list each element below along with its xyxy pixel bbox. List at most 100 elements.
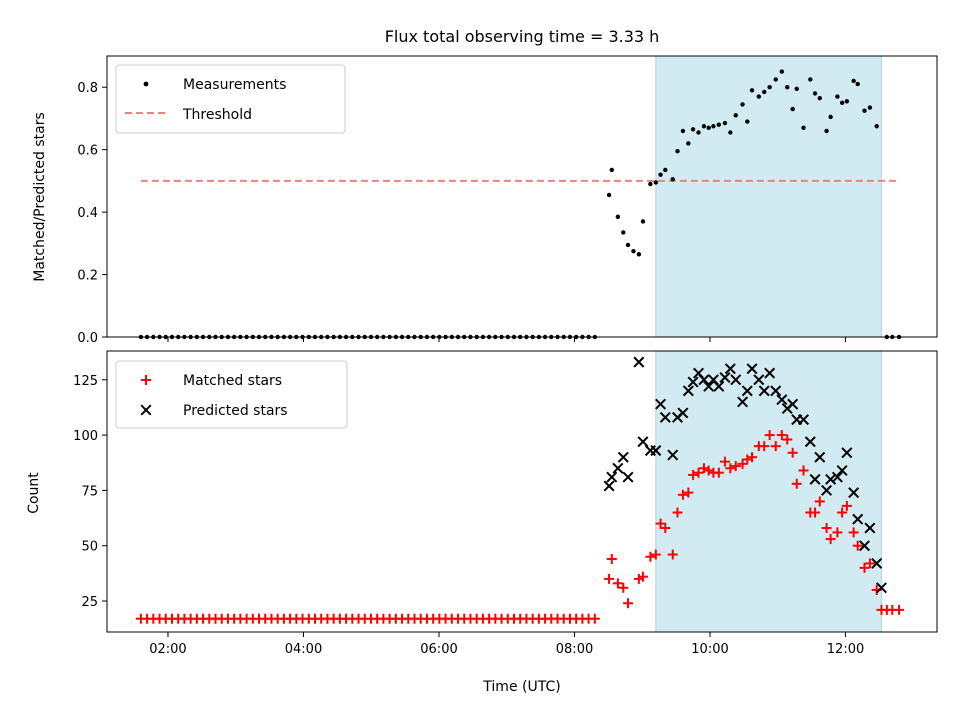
measurement-point <box>785 85 790 90</box>
predicted-star-point-b <box>831 471 843 483</box>
matched-star-point <box>791 478 802 489</box>
matched-star-point <box>848 527 859 538</box>
measurement-point <box>663 167 668 173</box>
matched-star-point <box>703 465 714 476</box>
matched-star-point <box>677 489 688 500</box>
predicted-star-point <box>737 396 749 408</box>
matched-star-point <box>698 463 709 474</box>
measurement-point <box>670 177 675 182</box>
predicted-star-point-b <box>612 462 624 474</box>
predicted-star-point <box>637 436 649 448</box>
matched-star-point <box>683 487 694 498</box>
predicted-star-point <box>776 394 788 406</box>
predicted-star-point <box>852 513 864 525</box>
bottom-legend: Matched stars Predicted stars <box>115 360 348 429</box>
predicted-star-point <box>622 471 634 483</box>
predicted-star-point <box>809 473 821 485</box>
predicted-star-point <box>804 436 816 448</box>
measurement-point <box>728 130 733 135</box>
measurement-point <box>762 89 767 95</box>
predicted-star-point <box>753 374 765 386</box>
predicted-star-point-b <box>737 396 749 408</box>
measurement-point <box>767 85 772 90</box>
predicted-star-point-b <box>719 372 731 384</box>
y-tick-label: 75 <box>81 484 98 499</box>
predicted-star-point <box>741 385 753 397</box>
top-legend-box <box>115 64 346 134</box>
predicted-star-point-b <box>617 451 629 463</box>
bottom-panel: 02:00 04:00 06:00 08:00 10:00 12:00 25 50 75 100 1… <box>73 350 938 657</box>
measurement-point <box>812 91 818 96</box>
predicted-star-point <box>719 372 731 384</box>
predicted-star-point <box>848 487 860 499</box>
predicted-star-point-b <box>841 447 853 459</box>
predicted-star-point-b <box>677 407 689 419</box>
predicted-star-point <box>836 464 848 476</box>
predicted-star-point <box>875 582 887 594</box>
measurement-point <box>621 230 626 235</box>
matched-star-point <box>894 604 905 615</box>
predicted-star-point <box>758 385 770 397</box>
predicted-star-point-b <box>703 380 715 392</box>
predicted-star-point-b <box>622 471 634 483</box>
measurement-point <box>808 77 813 82</box>
matched-star-point <box>667 549 678 560</box>
measurement-point <box>824 128 829 134</box>
measurement-point <box>653 180 659 185</box>
measurement-point <box>851 78 856 84</box>
matched-star-point <box>660 523 671 534</box>
measurement-point <box>794 86 799 91</box>
matched-star-point <box>841 500 852 511</box>
y-tick-label: 25 <box>81 595 98 610</box>
predicted-star-point <box>730 374 742 386</box>
matched-star-point <box>782 434 793 445</box>
measurement-point <box>690 127 696 132</box>
predicted-star-point-b <box>848 487 860 499</box>
axes-frame <box>106 350 938 633</box>
measurement-point <box>648 181 653 187</box>
measurement-point <box>745 119 750 124</box>
predicted-star-point <box>831 471 843 483</box>
x-tick-label: 08:00 <box>556 642 593 657</box>
predicted-star-point <box>770 385 782 397</box>
predicted-star-point <box>617 451 629 463</box>
matched-star-point <box>747 452 758 463</box>
predicted-star-point <box>677 407 689 419</box>
measurement-point <box>862 108 867 113</box>
predicted-star-point <box>606 471 618 483</box>
predicted-star-point-b <box>776 394 788 406</box>
predicted-star-point-b <box>698 374 710 386</box>
observing-span <box>655 55 882 338</box>
measurement-point <box>696 130 701 135</box>
matched-star-point <box>764 430 775 441</box>
predicted-star-point-b <box>825 473 837 485</box>
legend-marker-predicted <box>140 404 152 416</box>
predicted-star-point <box>864 522 876 534</box>
predicted-star-point <box>659 411 671 423</box>
measurement-point <box>615 214 621 219</box>
predicted-star-point <box>687 376 699 388</box>
predicted-star-point-b <box>659 411 671 423</box>
legend-marker-matched <box>141 375 151 385</box>
y-tick-label: 0.8 <box>77 81 98 96</box>
measurement-point <box>675 149 680 154</box>
matched-star-point <box>837 507 848 518</box>
matched-star-point <box>742 454 753 465</box>
legend-label-measurements: Measurements <box>183 77 286 93</box>
measurement-point <box>701 124 707 129</box>
x-tick-label: 10:00 <box>691 642 728 657</box>
matched-star-point <box>798 465 809 476</box>
y-tick-label: 0.4 <box>77 206 98 221</box>
measurement-point <box>756 94 762 99</box>
measurement-point <box>790 106 795 112</box>
measurement-point <box>867 105 873 110</box>
measurement-point <box>609 167 614 173</box>
measurement-point <box>874 124 879 129</box>
x-tick-label: 04:00 <box>285 642 322 657</box>
measurement-point <box>855 81 860 87</box>
matched-star-point <box>814 496 825 507</box>
matched-star-point <box>737 458 748 469</box>
y-tick-label: 125 <box>73 374 98 389</box>
measurement-point <box>749 88 755 93</box>
